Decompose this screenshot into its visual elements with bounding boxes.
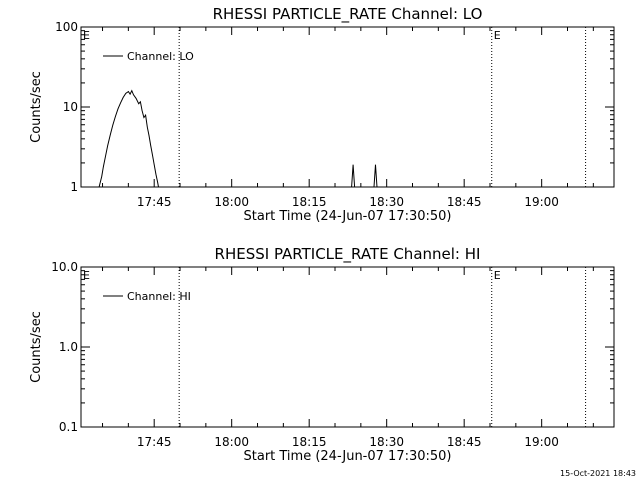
panel-2-x-axis-label: Start Time (24-Jun-07 17:30:50) [244,449,452,464]
panel-2-y-tick-label: 10.0 [51,260,78,274]
panel-1-y-tick-label: 100 [55,20,78,34]
panel-1-y-tick-label: 1 [70,180,78,194]
panel-2-edge-marker-label: E [83,269,90,282]
panel-1-data-point [143,117,145,118]
panel-1-data-point [129,93,131,95]
panel-1-data-point [135,98,137,99]
panel-2-x-tick-label: 19:00 [524,435,559,449]
panel-1-x-tick-label: 18:45 [447,195,482,209]
panel-1-legend-entry: Channel: LO [127,50,194,63]
panel-2-chart-title: RHESSI PARTICLE_RATE Channel: HI [215,245,481,264]
panel-1-x-tick-label: 18:00 [214,195,249,209]
panel-1-data-point [133,94,134,96]
panel-1-data-point [138,103,139,104]
footer-timestamp: 15-Oct-2021 18:43 [560,469,636,478]
panel-1-x-tick-label: 18:15 [292,195,327,209]
panel-1-data-point [157,181,158,183]
panel-1-data-point [128,91,129,92]
panel-1-edge-marker-label: E [83,29,90,42]
panel-1-spike-mark [373,164,378,188]
panel-1-data-point [110,134,111,135]
panel-1-data-point [158,186,159,188]
panel-1-data-point [122,97,124,98]
panel-1-x-tick-label: 17:45 [137,195,172,209]
panel-1-data-point [125,93,127,94]
panel-2-y-tick-label: 1.0 [59,340,78,354]
panel-1-data-point [117,108,119,110]
panel-1-x-tick-label: 18:30 [369,195,404,209]
panel-1-data-point [112,124,114,125]
panel-2-x-tick-label: 17:45 [137,435,172,449]
panel-1-data-point [131,90,133,91]
panel-1-data-point [103,166,104,167]
panel-1-x-tick-label: 19:00 [524,195,559,209]
panel-2-x-tick-label: 18:00 [214,435,249,449]
panel-1-data-point [107,145,108,146]
panel-1-data-point [148,135,150,136]
panel-2-y-tick-label: 0.1 [59,420,78,434]
panel-1-data-point [120,102,121,104]
panel-1-y-axis-label: Counts/sec [29,71,44,143]
panel-2-x-tick-label: 18:45 [447,435,482,449]
panel-1-data-point [101,176,102,177]
panel-2-y-axis-label: Counts/sec [29,311,44,383]
panel-1-data-point [115,116,116,117]
panel-1-data-point [147,126,148,128]
panel-1-data-point [152,154,153,156]
panel-1-data-point [140,101,141,103]
panel-2-x-tick-label: 18:30 [369,435,404,449]
panel-1-data-point [155,173,157,175]
panel-1-data-point [153,164,155,165]
panel-1-time-marker-label: E [494,29,501,42]
panel-1-data-point [150,145,151,146]
panel-1-data-point [141,110,143,111]
panel-1-data-point [98,186,100,188]
panel-1-x-axis-label: Start Time (24-Jun-07 17:30:50) [244,209,452,224]
panel-1-y-tick-label: 10 [63,100,78,114]
panel-2-legend-entry: Channel: HI [127,290,191,303]
panel-1-series-line [98,89,159,188]
panel-1-spike-mark [351,164,356,188]
panel-1-chart-title: RHESSI PARTICLE_RATE Channel: LO [213,5,483,24]
panel-2-time-marker-label: E [494,269,501,282]
panel-1-data-point [145,114,146,116]
panel-1-data-point [105,153,107,155]
panel-2-x-tick-label: 18:15 [292,435,327,449]
